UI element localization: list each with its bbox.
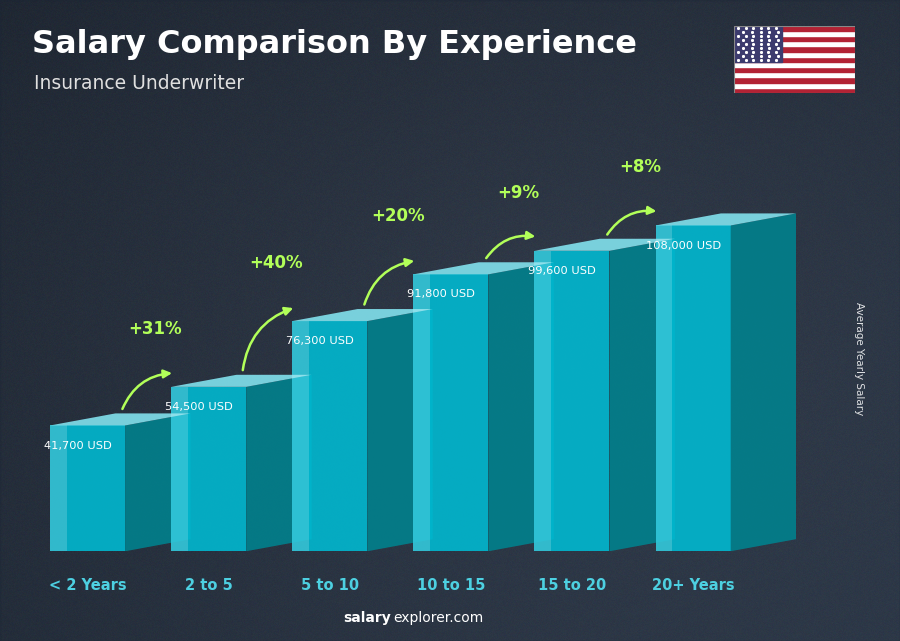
Polygon shape xyxy=(655,226,731,551)
Text: 54,500 USD: 54,500 USD xyxy=(165,402,233,412)
Bar xyxy=(734,56,855,62)
Polygon shape xyxy=(292,321,367,551)
Text: 20+ Years: 20+ Years xyxy=(652,578,734,594)
Bar xyxy=(734,88,855,93)
Polygon shape xyxy=(413,274,430,551)
Text: 15 to 20: 15 to 20 xyxy=(538,578,606,594)
Polygon shape xyxy=(535,251,551,551)
Polygon shape xyxy=(609,238,675,551)
Text: 108,000 USD: 108,000 USD xyxy=(646,240,721,251)
Bar xyxy=(734,36,855,41)
Polygon shape xyxy=(50,426,125,551)
Text: +31%: +31% xyxy=(129,320,182,338)
Text: 99,600 USD: 99,600 USD xyxy=(528,266,596,276)
Text: 5 to 10: 5 to 10 xyxy=(301,578,359,594)
Text: Insurance Underwriter: Insurance Underwriter xyxy=(34,74,244,93)
Bar xyxy=(734,78,855,83)
Bar xyxy=(734,72,855,78)
Text: salary: salary xyxy=(344,611,392,625)
Text: +9%: +9% xyxy=(498,184,540,202)
Polygon shape xyxy=(125,413,191,551)
Bar xyxy=(734,31,855,36)
Polygon shape xyxy=(292,309,433,321)
Text: Average Yearly Salary: Average Yearly Salary xyxy=(854,303,865,415)
Text: 91,800 USD: 91,800 USD xyxy=(407,290,475,299)
Bar xyxy=(734,26,782,62)
Text: 2 to 5: 2 to 5 xyxy=(184,578,232,594)
Polygon shape xyxy=(292,321,309,551)
Polygon shape xyxy=(50,413,191,426)
Bar xyxy=(734,26,855,31)
Bar xyxy=(734,46,855,51)
Bar xyxy=(734,41,855,46)
Polygon shape xyxy=(247,375,311,551)
Text: +20%: +20% xyxy=(371,207,425,226)
Polygon shape xyxy=(171,387,247,551)
Text: explorer.com: explorer.com xyxy=(393,611,483,625)
Text: +8%: +8% xyxy=(619,158,661,176)
Polygon shape xyxy=(367,309,433,551)
Polygon shape xyxy=(489,262,554,551)
Polygon shape xyxy=(731,213,796,551)
Bar xyxy=(734,83,855,88)
Text: 76,300 USD: 76,300 USD xyxy=(286,336,354,346)
Polygon shape xyxy=(171,387,187,551)
Polygon shape xyxy=(413,262,554,274)
Text: Salary Comparison By Experience: Salary Comparison By Experience xyxy=(32,29,636,60)
Polygon shape xyxy=(655,226,672,551)
Polygon shape xyxy=(535,238,675,251)
Text: 10 to 15: 10 to 15 xyxy=(417,578,485,594)
Polygon shape xyxy=(413,274,489,551)
Polygon shape xyxy=(171,375,311,387)
Bar xyxy=(734,62,855,67)
Bar xyxy=(734,67,855,72)
Bar xyxy=(734,51,855,56)
Polygon shape xyxy=(535,251,609,551)
Text: +40%: +40% xyxy=(249,254,303,272)
Text: 41,700 USD: 41,700 USD xyxy=(44,440,112,451)
Polygon shape xyxy=(50,426,67,551)
Text: < 2 Years: < 2 Years xyxy=(49,578,126,594)
Polygon shape xyxy=(655,213,796,226)
